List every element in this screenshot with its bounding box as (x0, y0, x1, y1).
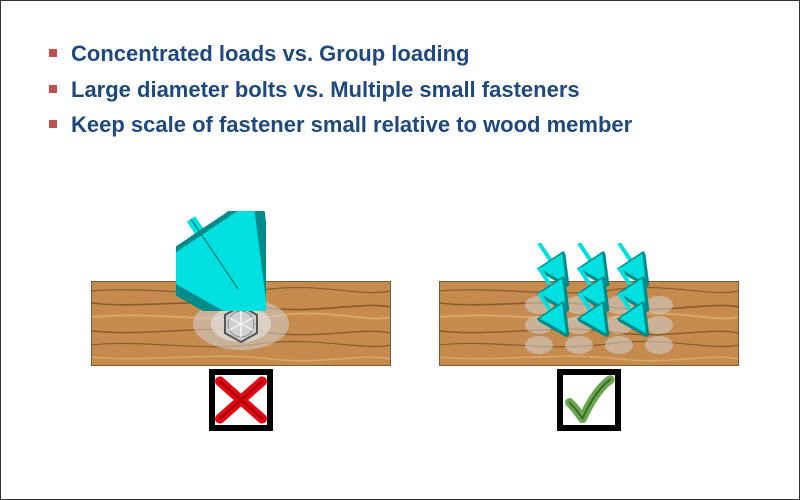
bullet-text: Concentrated loads vs. Group loading (71, 39, 470, 69)
bullet-item: Concentrated loads vs. Group loading (49, 39, 632, 69)
check-mark-icon (563, 369, 615, 431)
panel-concentrated-load (91, 261, 391, 451)
load-arrows-multiple (509, 243, 719, 353)
bullet-item: Keep scale of fastener small relative to… (49, 110, 632, 140)
diagram-row (91, 261, 739, 451)
load-arrow-single (176, 211, 266, 311)
indicator-wrong (209, 369, 273, 431)
bullet-marker (49, 120, 57, 128)
indicator-correct (557, 369, 621, 431)
bullet-marker (49, 49, 57, 57)
bullet-item: Large diameter bolts vs. Multiple small … (49, 75, 632, 105)
x-mark-icon (215, 369, 267, 431)
panel-group-loading (439, 261, 739, 451)
bullet-marker (49, 85, 57, 93)
bullet-list: Concentrated loads vs. Group loading Lar… (49, 39, 632, 146)
bullet-text: Large diameter bolts vs. Multiple small … (71, 75, 580, 105)
bullet-text: Keep scale of fastener small relative to… (71, 110, 632, 140)
